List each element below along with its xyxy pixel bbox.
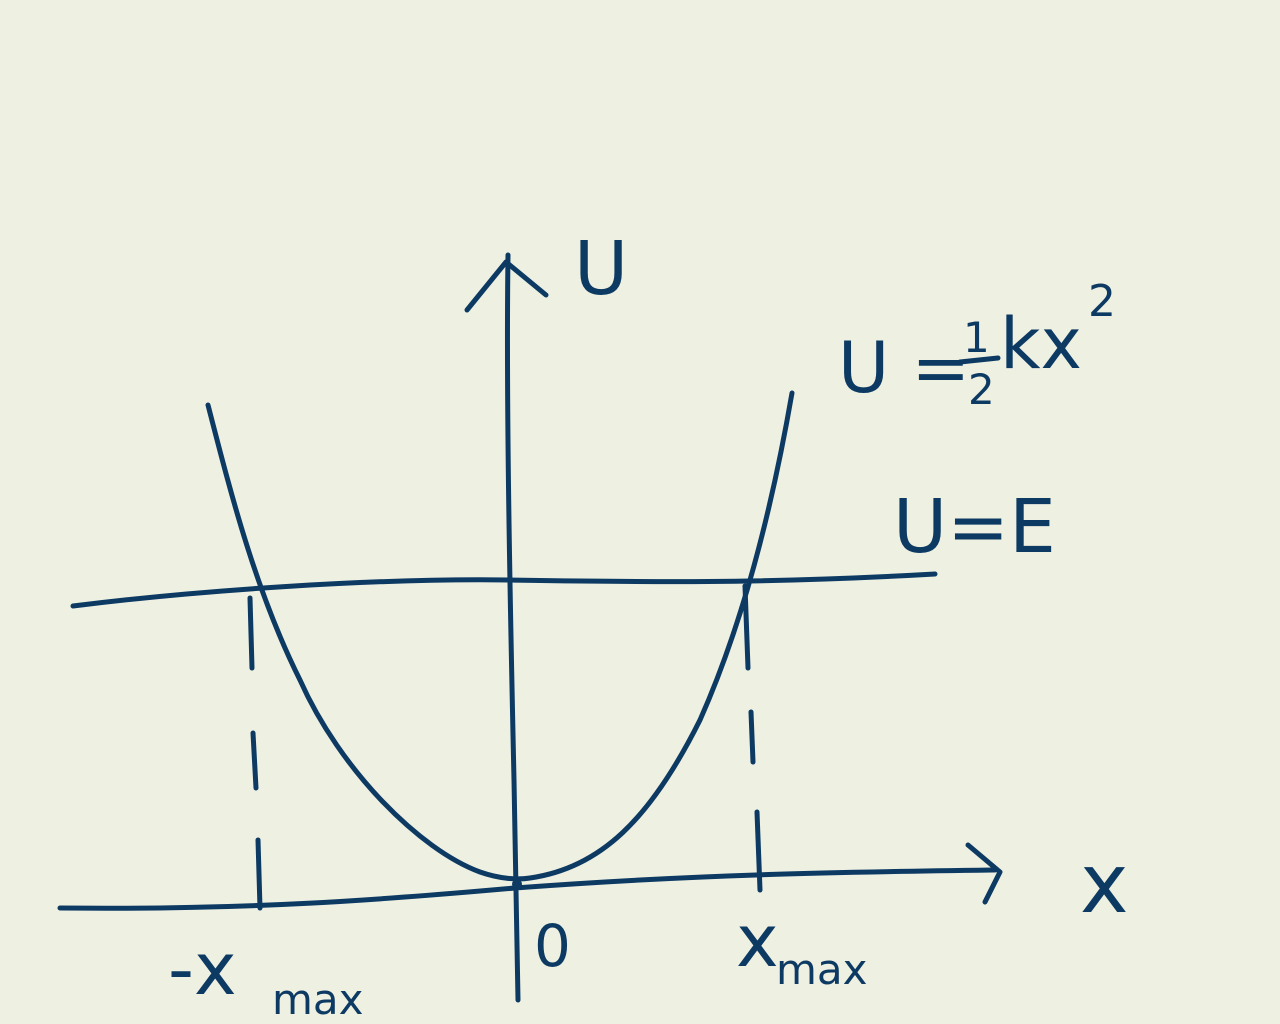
x-axis-label: x	[1080, 837, 1129, 932]
curve-equation-frac-num: 1	[963, 313, 990, 362]
curve-equation-label: U = 1 2 kx 2	[838, 276, 1116, 414]
curve-equation-exponent: 2	[1088, 276, 1116, 327]
curve-equation-frac-den: 2	[968, 365, 995, 414]
y-axis-label: U	[574, 226, 628, 312]
neg-xmax-subscript: max	[272, 975, 364, 1024]
neg-xmax-main: -x	[168, 927, 237, 1011]
dashed-line-neg-xmax	[247, 595, 263, 911]
energy-line-label: U=E	[893, 484, 1056, 570]
energy-line	[70, 571, 938, 609]
y-axis-arrowhead	[464, 259, 549, 313]
y-axis-line	[504, 252, 521, 1003]
parabola-curve	[205, 390, 795, 882]
origin-label: 0	[534, 912, 571, 980]
pos-xmax-main: x	[736, 899, 779, 983]
curve-equation-rhs: kx	[1000, 303, 1082, 385]
neg-xmax-label: -x max	[168, 927, 364, 1024]
curve-equation-lhs: U =	[838, 327, 970, 409]
vertex-dot	[512, 879, 522, 889]
curve-equation-frac-bar	[957, 355, 1001, 365]
pos-xmax-label: x max	[736, 899, 868, 994]
x-axis-arrowhead	[965, 842, 1003, 905]
pos-xmax-subscript: max	[776, 945, 868, 994]
dashed-line-pos-xmax	[742, 583, 763, 893]
